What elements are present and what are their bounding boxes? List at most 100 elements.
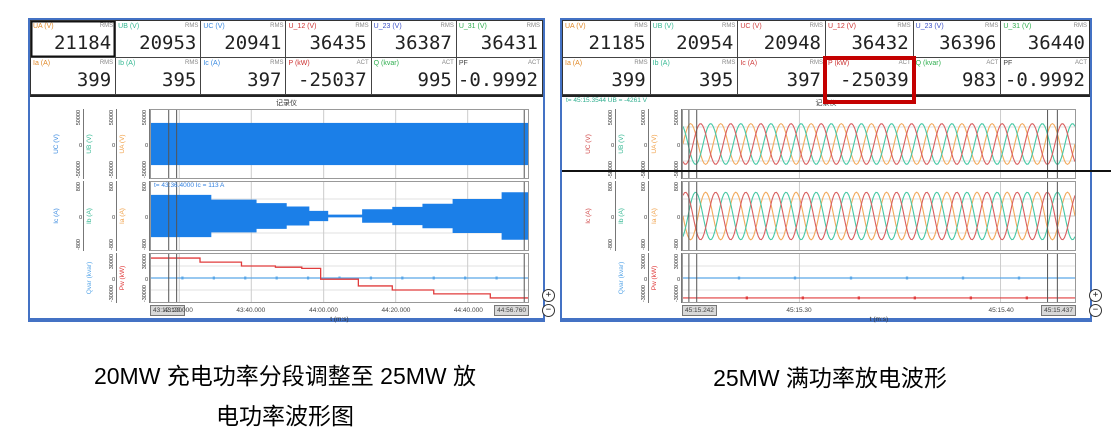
axis-name: Ib (A) xyxy=(86,208,93,224)
plot-area xyxy=(150,181,529,251)
meter-mode-tag: RMS xyxy=(809,23,823,29)
waveform-pqflat xyxy=(683,254,1075,302)
meter-cell-head: UA (V) RMS xyxy=(563,21,650,31)
meter-label: Q (kvar) xyxy=(915,60,941,67)
meter-cell-right-6[interactable]: Ia (A) RMS 399 xyxy=(563,58,651,95)
meter-cell-head: U_23 (V) RMS xyxy=(914,21,1001,31)
meter-label: PF xyxy=(458,60,468,67)
zoom-in-button[interactable]: + xyxy=(542,289,555,302)
meter-value: 397 xyxy=(247,69,282,91)
zoom-buttons: + − xyxy=(542,289,555,317)
axis-tick-zero: 0 xyxy=(111,275,115,281)
meter-mode-tag: RMS xyxy=(809,60,823,66)
axis-gutter: Ic (A) 800 0 -800 Ib (A) 800 0 -800 Ia (A) 800 0 -8… xyxy=(564,181,682,251)
plot-area xyxy=(682,253,1076,303)
waveform-pq xyxy=(151,254,528,302)
zoom-out-button[interactable]: − xyxy=(542,304,555,317)
meter-cell-right-10[interactable]: Q (kvar) ACT 983 xyxy=(913,58,1002,95)
zoom-buttons: + − xyxy=(1089,289,1102,317)
meter-mode-tag: RMS xyxy=(984,23,999,29)
axis-tick-min: -30000 xyxy=(142,284,148,302)
axis-name: Ia (A) xyxy=(119,208,126,224)
meter-cell-left-0[interactable]: UA (V) RMS 21184 xyxy=(31,21,117,58)
x-end-time: 45:15.437 xyxy=(1041,305,1076,316)
left-meter-grid: UA (V) RMS 21184 UB (V) RMS 20953 UC (V) RMS 209… xyxy=(30,20,543,97)
meter-cell-head: Ib (A) RMS xyxy=(651,58,738,68)
zoom-in-button[interactable]: + xyxy=(1089,289,1102,302)
meter-label: UA (V) xyxy=(33,23,54,30)
meter-cell-head: Ia (A) RMS xyxy=(31,58,115,68)
meter-cell-left-7[interactable]: Ib (A) RMS 395 xyxy=(116,58,202,95)
axis-name: Ib (A) xyxy=(618,208,625,224)
y-axis-IcA: Ic (A) 800 0 -800 xyxy=(51,181,84,251)
meter-cell-right-3[interactable]: U_12 (V) RMS 36432 xyxy=(825,21,914,58)
waveform-band xyxy=(151,110,528,178)
meter-cell-left-4[interactable]: U_23 (V) RMS 36387 xyxy=(371,21,457,58)
meter-cell-head: U_12 (V) RMS xyxy=(826,21,913,31)
left-caption: 20MW 充电功率分段调整至 25MW 放 电功率波形图 xyxy=(40,356,530,436)
zoom-out-button[interactable]: − xyxy=(1089,304,1102,317)
meter-label: U_23 (V) xyxy=(915,23,944,30)
meter-cell-right-7[interactable]: Ib (A) RMS 395 xyxy=(650,58,739,95)
meter-cell-right-4[interactable]: U_23 (V) RMS 36396 xyxy=(913,21,1002,58)
axis-tick-max: 50000 xyxy=(142,110,148,126)
meter-cell-right-9[interactable]: P (kW) ACT -25039 xyxy=(822,56,916,104)
meter-label: UB (V) xyxy=(652,23,674,30)
meter-cell-right-0[interactable]: UA (V) RMS 21185 xyxy=(563,21,651,58)
meter-cell-left-3[interactable]: U_12 (V) RMS 36435 xyxy=(286,21,372,58)
x-axis: 43:12.120 43:20.000 43:40.000 44:00.000 44:2… xyxy=(150,305,529,317)
axis-tick-max: 50000 xyxy=(641,110,647,126)
y-axis-Qvarkvar: Qvar (kvar) 30000 0 -30000 xyxy=(616,253,649,303)
right-recorder-panel: UA (V) RMS 21185 UB (V) RMS 20954 UC (V) RMS 209… xyxy=(560,18,1102,323)
y-axis-IbA: Ib (A) 800 0 -800 xyxy=(84,181,117,251)
meter-cell-left-10[interactable]: Q (kvar) ACT 995 xyxy=(371,58,457,95)
meter-value: 395 xyxy=(699,69,734,91)
meter-cell-head: Ib (A) RMS xyxy=(116,58,200,68)
plot-area xyxy=(682,109,1076,179)
axis-tick-max: 50000 xyxy=(109,110,115,126)
axis-tick-zero: 0 xyxy=(144,213,148,219)
meter-cell-left-5[interactable]: U_31 (V) RMS 36431 xyxy=(456,21,542,58)
meter-label: UC (V) xyxy=(203,23,225,30)
cursor-readout: t= 45:15.3544 UB = -4261 V xyxy=(566,97,647,104)
axis-tick-min: -800 xyxy=(109,238,115,250)
meter-value: 983 xyxy=(962,69,997,91)
meter-cell-left-8[interactable]: Ic (A) RMS 397 xyxy=(201,58,287,95)
y-axis-IaA: Ia (A) 800 0 -800 xyxy=(117,181,150,251)
meter-cell-head: Ia (A) RMS xyxy=(563,58,650,68)
meter-cell-right-8[interactable]: Ic (A) RMS 397 xyxy=(738,58,826,95)
meter-label: Q (kvar) xyxy=(373,60,399,67)
axis-tick-min: -800 xyxy=(142,238,148,250)
meter-cell-head: Ic (A) RMS xyxy=(738,58,825,68)
meter-mode-tag: RMS xyxy=(1073,23,1087,29)
meter-cell-right-11[interactable]: PF ACT -0.9992 xyxy=(1001,58,1089,95)
meter-cell-left-2[interactable]: UC (V) RMS 20941 xyxy=(201,21,287,58)
meter-cell-left-9[interactable]: P (kW) ACT -25037 xyxy=(286,58,372,95)
x-tick: 44:20.000 xyxy=(381,307,411,314)
x-tick: 45:15.30 xyxy=(786,307,812,314)
meter-label: P (kW) xyxy=(827,60,850,67)
meter-cell-right-5[interactable]: U_31 (V) RMS 36440 xyxy=(1001,21,1089,58)
meter-value: 995 xyxy=(417,69,452,91)
meter-mode-tag: RMS xyxy=(270,23,284,29)
axis-tick-zero: 0 xyxy=(144,275,148,281)
axis-tick-zero: 0 xyxy=(111,141,115,147)
meter-cell-left-1[interactable]: UB (V) RMS 20953 xyxy=(116,21,202,58)
axis-name: UB (V) xyxy=(86,134,93,154)
axis-gutter: Qvar (kvar) 30000 0 -30000 Pw (kW) 30000 0 -300… xyxy=(564,253,682,303)
meter-cell-left-11[interactable]: PF ACT -0.9992 xyxy=(456,58,542,95)
left-caption-line2: 电功率波形图 xyxy=(216,403,354,429)
axis-tick-zero: 0 xyxy=(610,213,614,219)
waveform-sine3 xyxy=(683,182,1075,250)
left-caption-line1: 20MW 充电功率分段调整至 25MW 放 xyxy=(93,363,477,389)
meter-cell-right-2[interactable]: UC (V) RMS 20948 xyxy=(738,21,826,58)
meter-cell-right-1[interactable]: UB (V) RMS 20954 xyxy=(650,21,739,58)
axis-tick-zero: 0 xyxy=(643,275,647,281)
meter-value: -0.9992 xyxy=(1004,69,1085,91)
meter-value: 36440 xyxy=(1027,32,1085,54)
meter-cell-left-6[interactable]: Ia (A) RMS 399 xyxy=(31,58,117,95)
axis-name: Ic (A) xyxy=(53,208,60,224)
meter-mode-tag: RMS xyxy=(526,23,540,29)
